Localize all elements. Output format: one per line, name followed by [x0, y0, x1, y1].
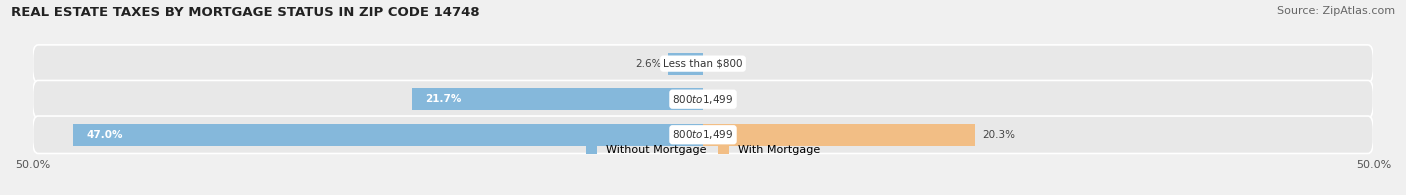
Text: $800 to $1,499: $800 to $1,499	[672, 93, 734, 106]
Bar	[703, 124, 976, 146]
FancyBboxPatch shape	[32, 116, 1374, 153]
Text: 2.6%: 2.6%	[636, 59, 661, 69]
Legend: Without Mortgage, With Mortgage: Without Mortgage, With Mortgage	[582, 141, 824, 160]
Text: 47.0%: 47.0%	[86, 130, 122, 140]
Text: REAL ESTATE TAXES BY MORTGAGE STATUS IN ZIP CODE 14748: REAL ESTATE TAXES BY MORTGAGE STATUS IN …	[11, 6, 479, 19]
Text: 21.7%: 21.7%	[426, 94, 461, 104]
FancyBboxPatch shape	[32, 81, 1374, 118]
Bar	[412, 88, 703, 110]
FancyBboxPatch shape	[32, 45, 1374, 82]
Text: $800 to $1,499: $800 to $1,499	[672, 128, 734, 141]
Text: 20.3%: 20.3%	[981, 130, 1015, 140]
Text: 0.0%: 0.0%	[710, 59, 735, 69]
Text: Source: ZipAtlas.com: Source: ZipAtlas.com	[1277, 6, 1395, 16]
Bar	[668, 53, 703, 75]
Bar	[73, 124, 703, 146]
Text: Less than $800: Less than $800	[664, 59, 742, 69]
Text: 0.0%: 0.0%	[710, 94, 735, 104]
